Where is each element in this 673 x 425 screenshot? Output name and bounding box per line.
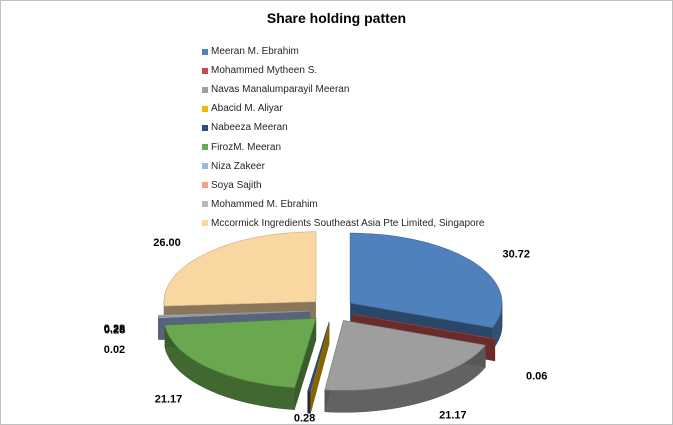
legend-item: Navas Manalumparayil Meeran [202,80,484,99]
legend-item: Meeran M. Ebrahim [202,42,484,61]
legend-item: FirozM. Meeran [202,137,484,156]
legend-item: Mohammed Mytheen S. [202,61,484,80]
legend-swatch [202,163,208,170]
legend-swatch [202,48,208,55]
data-label: 0.02 [104,344,125,356]
pie-slice [163,231,317,307]
pie-slice-edge [310,322,330,414]
legend-item: Mccormick Ingredients Southeast Asia Pte… [202,214,484,233]
pie-slice [307,321,330,392]
legend-swatch [202,182,208,189]
legend-label: Navas Manalumparayil Meeran [211,84,350,96]
pie-slice [324,320,486,391]
data-label: 30.72 [503,248,531,260]
legend: Meeran M. Ebrahim Mohammed Mytheen S. Na… [202,42,484,233]
data-label: 0.28 [104,325,125,337]
legend-item: Abacid M. Aliyar [202,99,484,118]
legend-swatch [202,86,208,93]
data-label: 0.06 [526,370,547,382]
pie-slice [158,310,311,317]
legend-swatch [202,144,208,151]
legend-item: Mohammed M. Ebrahim [202,195,484,214]
data-label: 0.28 [294,413,315,425]
legend-swatch [202,67,208,74]
legend-label: FirozM. Meeran [211,141,282,153]
legend-label: Soya Sajith [211,179,262,191]
legend-item: Niza Zakeer [202,157,484,176]
legend-label: Meeran M. Ebrahim [211,46,299,58]
pie-slice-edge [294,318,317,410]
legend-label: Abacid M. Aliyar [211,103,283,115]
pie-slice [352,314,496,340]
data-label: 21.17 [439,409,467,421]
legend-label: Mohammed M. Ebrahim [211,198,318,210]
pie-slice [349,232,503,329]
legend-label: Nabeeza Meeran [211,122,288,134]
legend-label: Mccormick Ingredients Southeast Asia Pte… [211,217,485,229]
legend-swatch [202,124,208,131]
legend-label: Niza Zakeer [211,160,265,172]
data-label: 0.28 [104,323,125,335]
pie-slice [164,318,317,389]
legend-label: Mohammed Mytheen S. [211,65,318,77]
chart-title: Share holding patten [266,10,407,26]
legend-swatch [202,220,208,227]
legend-swatch [202,201,208,208]
data-label: 26.00 [153,237,181,249]
data-label: 21.17 [155,393,183,405]
legend-swatch [202,105,208,112]
legend-item: Soya Sajith [202,176,484,195]
legend-item: Nabeeza Meeran [202,118,484,137]
